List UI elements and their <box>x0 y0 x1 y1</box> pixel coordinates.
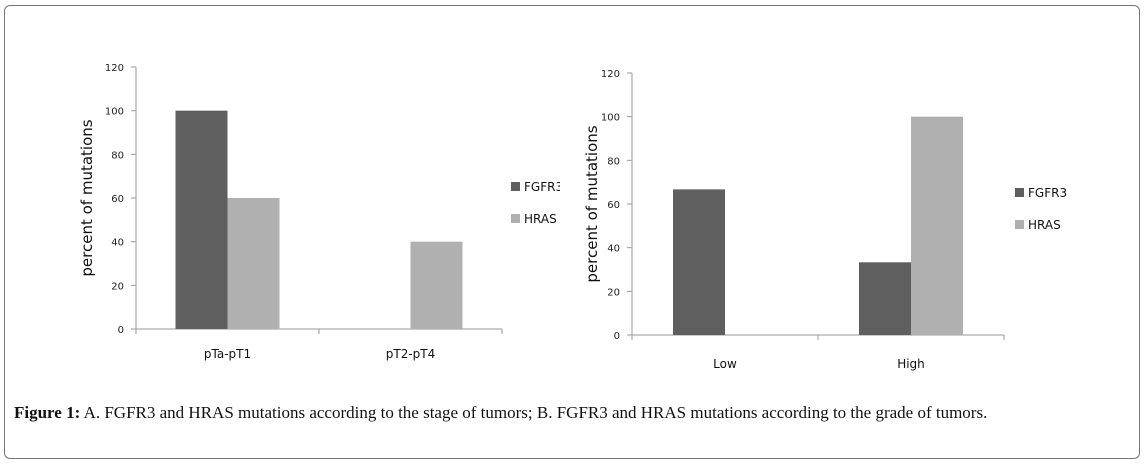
y-tick-label: 100 <box>601 113 620 124</box>
legend-swatch-fgfr3 <box>1015 188 1024 197</box>
y-tick-label: 80 <box>607 156 620 167</box>
caption-text: A. FGFR3 and HRAS mutations according to… <box>80 403 988 422</box>
figure-frame <box>4 5 1140 459</box>
legend-label-fgfr3: FGFR3 <box>524 180 560 194</box>
y-tick-label: 120 <box>601 69 620 80</box>
y-tick-label: 0 <box>614 331 620 342</box>
y-tick-label: 100 <box>105 107 124 118</box>
caption-label: Figure 1: <box>14 403 81 422</box>
bar-hras-pt2-pt4 <box>410 241 463 329</box>
y-tick-label: 20 <box>607 287 620 298</box>
legend-swatch-fgfr3 <box>511 182 520 191</box>
y-axis-title: percent of mutations <box>78 119 96 276</box>
bar-fgfr3-pta-pt1 <box>175 110 228 330</box>
y-tick-label: 60 <box>111 194 124 205</box>
x-tick-label: pTa-pT1 <box>204 347 251 361</box>
bar-fgfr3-low <box>673 189 725 335</box>
legend-label-hras: HRAS <box>524 212 557 226</box>
y-axis-title: percent of mutations <box>583 125 601 282</box>
x-tick-label: Low <box>713 357 737 371</box>
bar-fgfr3-high <box>859 262 911 335</box>
x-tick-label: High <box>897 357 925 371</box>
y-tick-label: 0 <box>118 325 124 336</box>
bar-hras-high <box>911 116 963 336</box>
bar-hras-pta-pt1 <box>227 198 280 329</box>
y-tick-label: 20 <box>111 281 124 292</box>
legend-swatch-hras <box>511 214 520 223</box>
x-tick-label: pT2-pT4 <box>386 347 436 361</box>
y-tick-label: 60 <box>607 200 620 211</box>
figure-caption: Figure 1: A. FGFR3 and HRAS mutations ac… <box>14 403 987 423</box>
chart-a: 0 20 40 60 80 100 120 pTa-pT1 pT2-pT4 percent of … <box>78 63 560 361</box>
y-tick-label: 80 <box>111 150 124 161</box>
y-tick-label: 120 <box>105 63 124 74</box>
legend-label-fgfr3: FGFR3 <box>1028 186 1067 200</box>
chart-b: 0 20 40 60 80 100 120 Low High percent of mutatio… <box>583 69 1067 371</box>
legend-swatch-hras <box>1015 220 1024 229</box>
y-tick-label: 40 <box>607 244 620 255</box>
legend-label-hras: HRAS <box>1028 218 1061 232</box>
y-tick-label: 40 <box>111 238 124 249</box>
